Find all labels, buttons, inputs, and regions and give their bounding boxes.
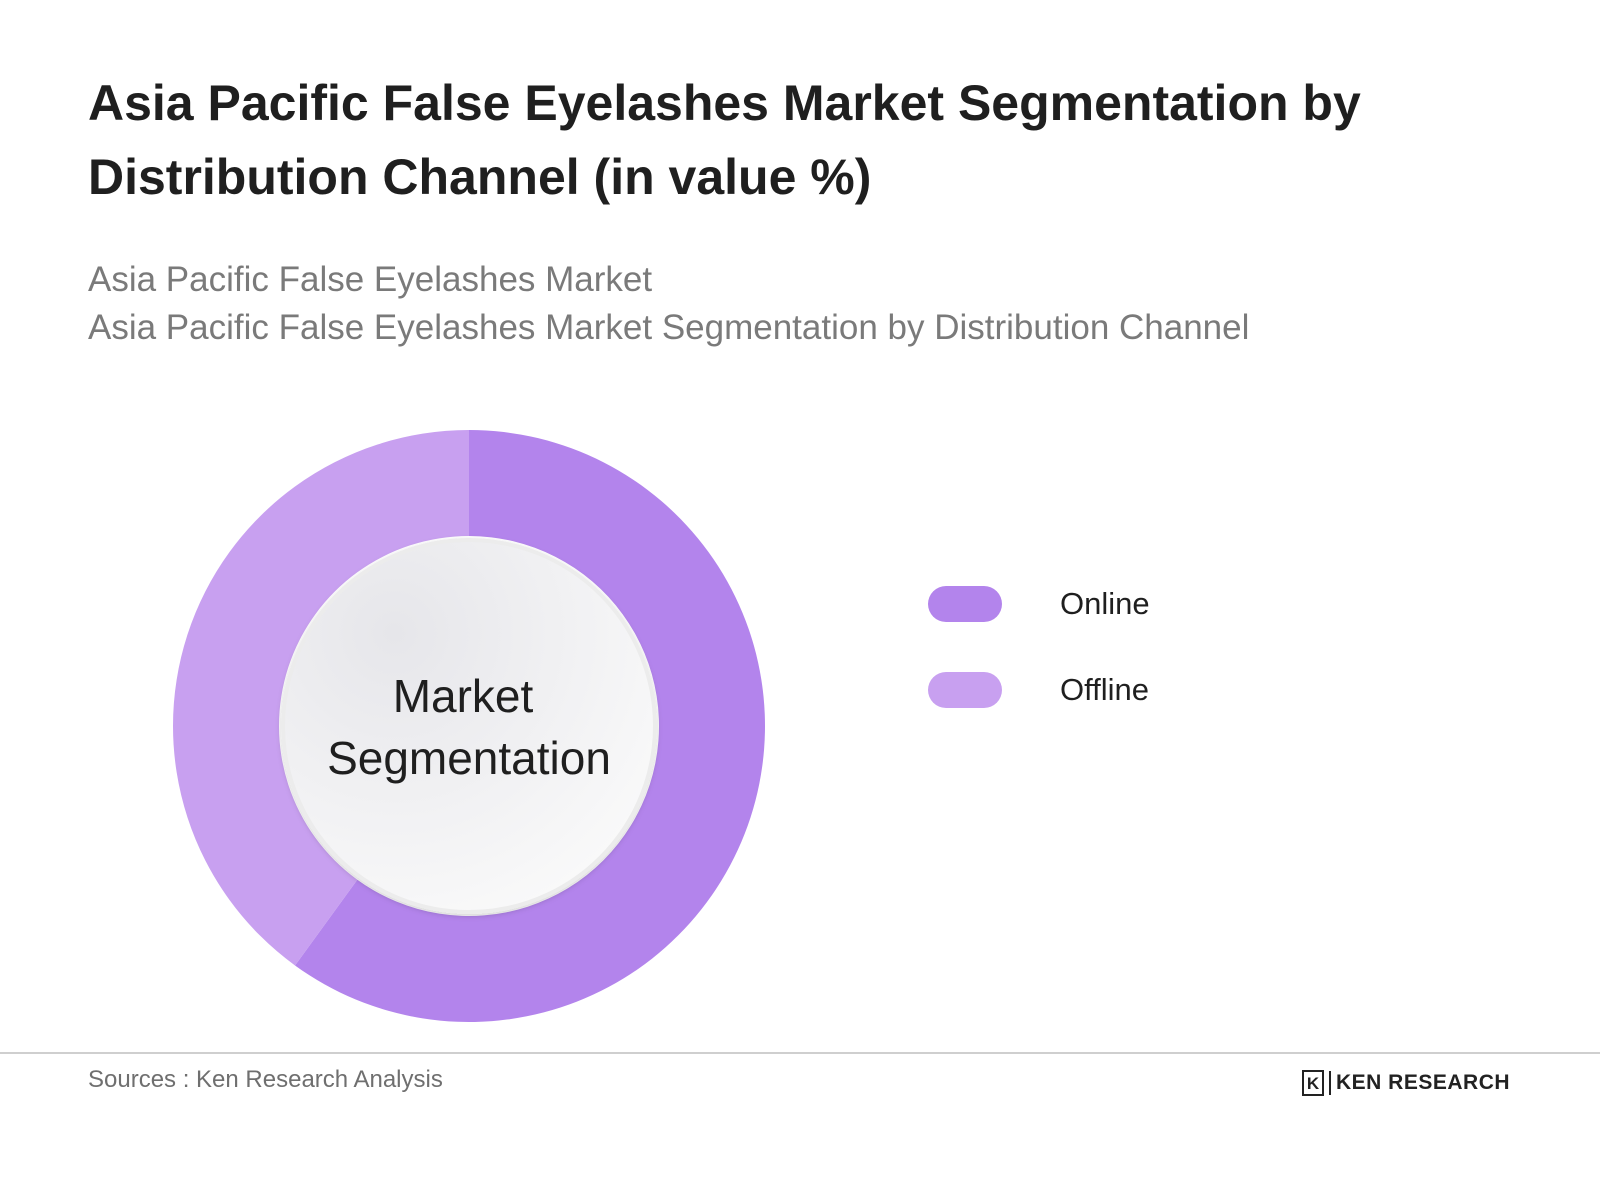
donut-slices (172, 430, 765, 1022)
footer-divider (0, 1052, 1600, 1054)
center-label-line-2: Segmentation (327, 732, 611, 784)
legend-label-offline: Offline (1060, 672, 1150, 707)
legend-swatch-online (928, 586, 1002, 622)
legend-label-online: Online (1060, 586, 1150, 621)
brand-mark: K (1302, 1070, 1324, 1096)
subtitle-line-1: Asia Pacific False Eyelashes Market (88, 260, 653, 299)
brand-divider (1329, 1071, 1331, 1095)
legend-item-offline: Offline (928, 672, 1150, 708)
donut-center (281, 538, 657, 914)
source-note: Sources : Ken Research Analysis (88, 1066, 443, 1093)
chart-subtitle: Asia Pacific False Eyelashes Market Asia… (88, 256, 1508, 352)
chart-legend: Online Offline (928, 586, 1150, 758)
slice-online (295, 430, 765, 1022)
brand-logo: K KEN RESEARCH (1302, 1070, 1510, 1096)
legend-swatch-offline (928, 672, 1002, 708)
chart-title: Asia Pacific False Eyelashes Market Segm… (88, 75, 1361, 205)
brand-name: KEN RESEARCH (1336, 1071, 1511, 1094)
center-label-line-1: Market (393, 670, 534, 722)
slice-offline (172, 430, 470, 966)
legend-item-online: Online (928, 586, 1150, 622)
subtitle-line-2: Asia Pacific False Eyelashes Market Segm… (88, 308, 1250, 347)
